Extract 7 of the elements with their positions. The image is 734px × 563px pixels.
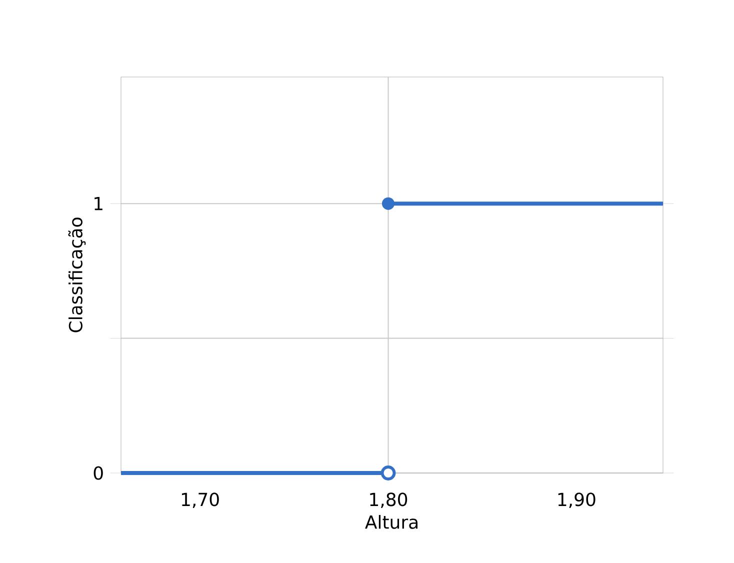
x-axis-title: Altura [365, 514, 418, 529]
y-tick-label: 0 [94, 466, 103, 480]
y-axis-title: Classificação [68, 218, 86, 332]
x-tick-label: 1,70 [182, 492, 219, 508]
x-tick-label: 1,80 [370, 492, 408, 508]
x-tick-label: 1,90 [558, 492, 596, 508]
y-tick-label: 1 [94, 197, 102, 210]
